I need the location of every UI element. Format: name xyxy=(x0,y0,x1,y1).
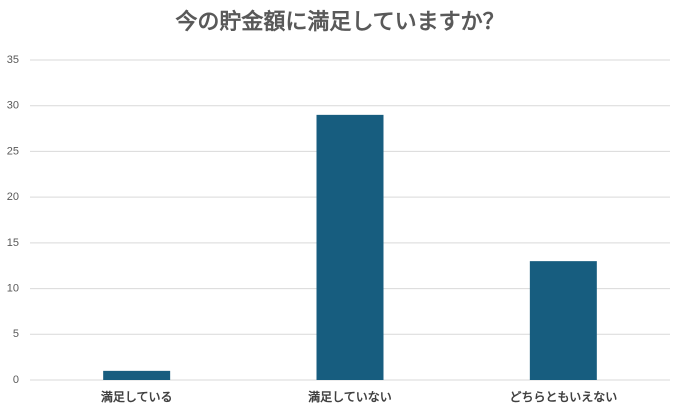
y-tick-label: 15 xyxy=(7,237,19,249)
y-tick-label: 25 xyxy=(7,145,19,157)
chart-title: 今の貯金額に満足していますか？ xyxy=(175,9,504,34)
y-tick-label: 10 xyxy=(7,282,19,294)
y-tick-label: 30 xyxy=(7,100,19,112)
y-tick-label: 5 xyxy=(13,328,19,340)
y-tick-label: 35 xyxy=(7,54,19,66)
y-tick-label: 20 xyxy=(7,191,19,203)
bar xyxy=(103,370,171,380)
y-tick-label: 0 xyxy=(13,374,19,386)
x-tick-label: 満足していない xyxy=(308,389,392,404)
x-tick-label: どちらともいえない xyxy=(509,390,617,404)
bar xyxy=(316,114,384,380)
bar xyxy=(529,261,597,380)
x-tick-label: 満足している xyxy=(101,389,173,404)
